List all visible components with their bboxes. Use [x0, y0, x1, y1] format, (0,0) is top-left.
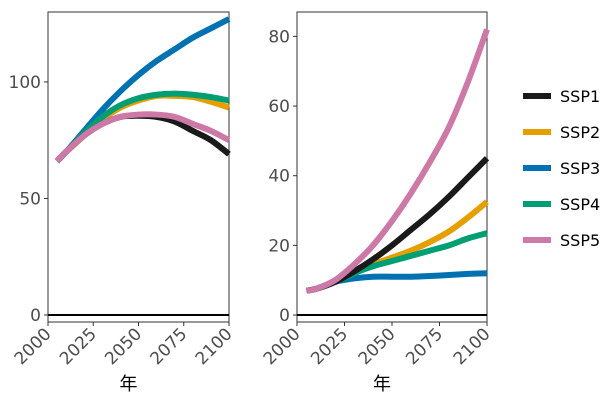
- left-x-axis-title: 年: [120, 374, 138, 394]
- right-x-axis-title: 年: [373, 374, 391, 394]
- right-series-line-ssp5: [305, 28, 490, 294]
- left-y-tick-label: 100: [9, 73, 41, 93]
- right-x-tick-label: 2025: [307, 324, 352, 369]
- left-panel: 0 50 100 2000 2025 2050 2075 2100 年: [9, 11, 237, 395]
- left-x-tick-label: 2000: [11, 324, 56, 369]
- right-y-tick-label: 60: [268, 97, 290, 117]
- legend-label-ssp4: SSP4: [560, 195, 600, 214]
- left-series-line-ssp5: [54, 111, 231, 164]
- left-y-tick-label: 50: [19, 189, 41, 209]
- legend-label-ssp2: SSP2: [560, 123, 600, 142]
- legend-label-ssp1: SSP1: [560, 87, 600, 106]
- right-x-tick-label: 2050: [355, 324, 400, 369]
- right-x-tick-label: 2000: [260, 324, 305, 369]
- right-panel: 0 20 40 60 80 2000 2025 2050 2075 2100 年: [260, 11, 495, 395]
- left-x-tick-label: 2100: [192, 324, 237, 369]
- right-x-tick-label: 2075: [402, 324, 447, 369]
- right-x-tick-label: 2100: [450, 324, 495, 369]
- legend: SSP1 SSP2 SSP3 SSP4 SSP5: [523, 87, 600, 250]
- left-plot-border: [47, 11, 230, 323]
- left-x-tick-label: 2075: [147, 324, 192, 369]
- left-x-tick-label: 2050: [101, 324, 146, 369]
- left-x-tick-label: 2025: [56, 324, 101, 369]
- right-y-tick-label: 80: [268, 27, 290, 47]
- left-y-tick-label: 0: [30, 306, 41, 326]
- right-y-tick-label: 40: [268, 167, 290, 187]
- right-y-tick-label: 0: [279, 306, 290, 326]
- legend-label-ssp3: SSP3: [560, 159, 600, 178]
- legend-label-ssp5: SSP5: [560, 231, 600, 250]
- right-y-tick-label: 20: [268, 236, 290, 256]
